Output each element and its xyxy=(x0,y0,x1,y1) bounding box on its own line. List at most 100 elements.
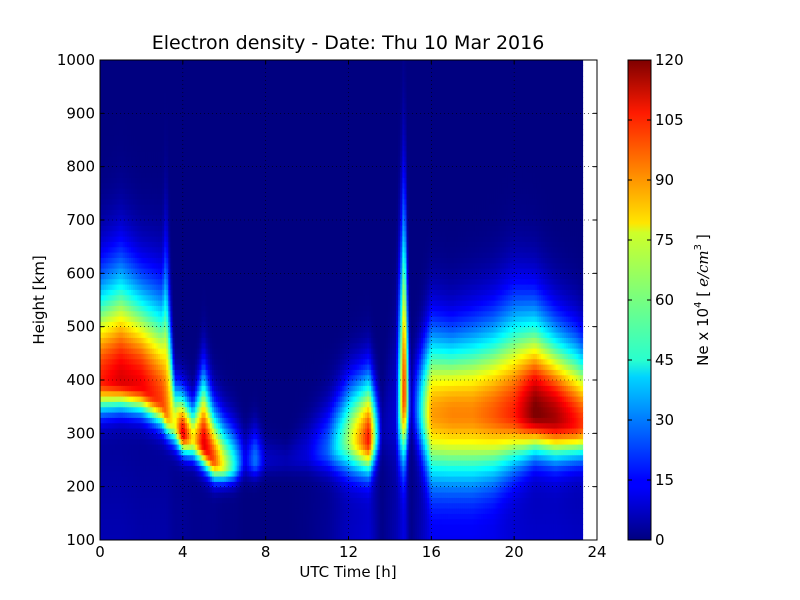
heatmap-cell xyxy=(133,358,136,365)
heatmap-cell xyxy=(182,161,186,168)
heatmap-cell xyxy=(128,92,132,98)
heatmap-cell xyxy=(180,102,184,109)
heatmap-cell xyxy=(149,289,153,296)
heatmap-cell xyxy=(174,108,178,114)
heatmap-cell xyxy=(147,284,151,290)
heatmap-cell xyxy=(182,476,186,482)
heatmap-cell xyxy=(157,284,161,290)
heatmap-cell xyxy=(100,220,103,226)
heatmap-cell xyxy=(176,412,180,418)
heatmap-cell xyxy=(126,337,130,344)
heatmap-cell xyxy=(193,438,196,445)
heatmap-cell xyxy=(211,454,215,461)
heatmap-cell xyxy=(176,348,180,354)
heatmap-cell xyxy=(166,534,169,540)
heatmap-cell xyxy=(213,321,217,328)
heatmap-cell xyxy=(139,518,143,525)
heatmap-cell xyxy=(172,385,176,392)
heatmap-cell xyxy=(106,278,109,285)
heatmap-cell xyxy=(135,70,138,77)
heatmap-cell xyxy=(197,76,200,82)
heatmap-cell xyxy=(110,390,114,397)
heatmap-cell xyxy=(174,300,178,306)
heatmap-cell xyxy=(184,476,188,482)
heatmap-cell xyxy=(116,390,120,397)
heatmap-cell xyxy=(174,86,178,93)
heatmap-cell xyxy=(205,166,209,173)
heatmap-cell xyxy=(207,476,211,482)
heatmap-cells xyxy=(100,60,584,540)
heatmap-cell xyxy=(128,513,132,520)
heatmap-cell xyxy=(143,316,147,322)
heatmap-cell xyxy=(162,342,165,349)
heatmap-cell xyxy=(100,364,103,370)
heatmap-cell xyxy=(153,321,157,328)
heatmap-cell xyxy=(118,230,122,237)
heatmap-cell xyxy=(120,198,124,205)
heatmap-cell xyxy=(172,294,176,301)
heatmap-cell xyxy=(182,230,186,237)
heatmap-cell xyxy=(118,113,122,120)
heatmap-cell xyxy=(149,113,153,120)
heatmap-cell xyxy=(164,278,167,285)
heatmap-cell xyxy=(141,518,145,525)
heatmap-cell xyxy=(139,497,143,504)
heatmap-cell xyxy=(139,486,143,493)
heatmap-cell xyxy=(205,204,209,210)
heatmap-cell xyxy=(207,188,211,194)
heatmap-cell xyxy=(128,97,132,104)
heatmap-cell xyxy=(126,486,130,493)
heatmap-cell xyxy=(170,353,174,360)
heatmap-cell xyxy=(106,529,109,536)
heatmap-cell xyxy=(160,257,163,264)
heatmap-cell xyxy=(143,177,147,184)
heatmap-cell xyxy=(108,198,111,205)
heatmap-cell xyxy=(205,140,209,146)
heatmap-cell xyxy=(186,454,190,461)
heatmap-cell xyxy=(104,257,107,264)
heatmap-cell xyxy=(168,81,172,88)
heatmap-cell xyxy=(172,401,176,408)
heatmap-cell xyxy=(110,289,114,296)
heatmap-cell xyxy=(100,433,103,440)
heatmap-cell xyxy=(116,513,120,520)
heatmap-cell xyxy=(102,492,105,498)
heatmap-cell xyxy=(120,321,124,328)
heatmap-cell xyxy=(166,438,169,445)
heatmap-cell xyxy=(118,214,122,221)
heatmap-cell xyxy=(104,380,107,386)
heatmap-cell xyxy=(110,108,114,114)
heatmap-cell xyxy=(118,124,122,130)
heatmap-cell xyxy=(114,401,118,408)
heatmap-cell xyxy=(186,396,190,402)
heatmap-cell xyxy=(147,481,151,488)
heatmap-cell xyxy=(147,193,151,200)
heatmap-cell xyxy=(157,124,161,130)
heatmap-cell xyxy=(120,118,124,125)
heatmap-cell xyxy=(135,262,138,269)
heatmap-cell xyxy=(114,140,118,146)
heatmap-cell xyxy=(189,396,192,402)
heatmap-cell xyxy=(178,513,182,520)
heatmap-cell xyxy=(147,321,151,328)
heatmap-cell xyxy=(205,518,209,525)
heatmap-cell xyxy=(151,412,155,418)
heatmap-cell xyxy=(137,246,140,253)
heatmap-cell xyxy=(189,433,192,440)
heatmap-cell xyxy=(189,204,192,210)
heatmap-cell xyxy=(141,305,145,312)
heatmap-cell xyxy=(182,134,186,141)
heatmap-cell xyxy=(155,81,159,88)
heatmap-cell xyxy=(108,145,111,152)
heatmap-cell xyxy=(160,129,163,136)
heatmap-cell xyxy=(124,497,128,504)
heatmap-cell xyxy=(112,358,116,365)
heatmap-cell xyxy=(197,273,200,280)
heatmap-cell xyxy=(149,390,153,397)
heatmap-cell xyxy=(203,412,207,418)
heatmap-cell xyxy=(207,337,211,344)
heatmap-cell xyxy=(160,225,163,232)
heatmap-cell xyxy=(164,380,167,386)
heatmap-cell xyxy=(186,76,190,82)
heatmap-cell xyxy=(120,204,124,210)
